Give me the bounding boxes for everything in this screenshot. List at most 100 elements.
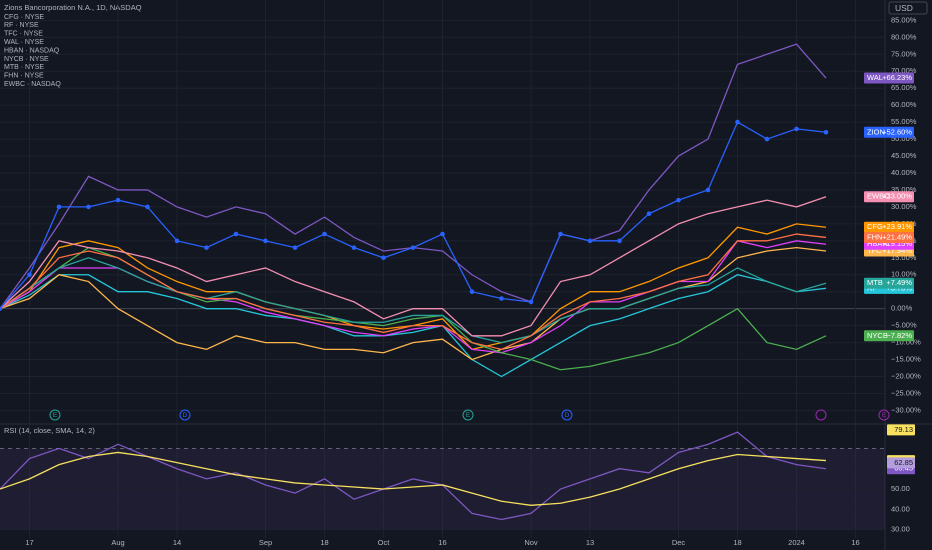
value-tag-label: 79.13	[894, 425, 913, 434]
last-value-tag	[864, 277, 914, 289]
y-tick-label: 30.00	[891, 525, 910, 534]
last-value-label: +7.49%	[886, 278, 912, 287]
event-icon	[561, 409, 573, 421]
series-point	[440, 231, 445, 237]
event-label: D	[183, 412, 188, 419]
legend-entry: HBAN · NASDAQ	[4, 47, 60, 54]
y-tick-label: −10.00%	[891, 338, 921, 347]
last-value-tag	[864, 72, 914, 84]
series-point	[0, 306, 3, 311]
series-point	[174, 238, 180, 244]
series-tag: EWBC	[867, 192, 890, 201]
x-tick-label: 16	[851, 538, 859, 547]
event-icon	[49, 409, 61, 421]
series-point	[292, 245, 298, 250]
last-value-tag	[864, 221, 914, 233]
legend-entry: FHN · NYSE	[4, 73, 44, 80]
series-line	[0, 431, 827, 521]
y-tick-label: 85.00%	[891, 15, 917, 24]
x-tick-label: Oct	[378, 538, 391, 547]
y-tick-label: −15.00%	[891, 355, 921, 364]
value-tag	[887, 457, 915, 469]
series-point	[646, 211, 652, 216]
series-tag: WAL	[867, 73, 883, 82]
y-tick-label: 10.00%	[891, 270, 917, 279]
y-tick-label: 50.00	[891, 484, 910, 493]
x-tick-label: Dec	[672, 538, 686, 547]
series-point	[469, 289, 475, 295]
series-point	[145, 204, 150, 210]
y-tick-label: −5.00%	[891, 321, 917, 330]
y-tick-label: −30.00%	[891, 405, 921, 414]
series-point	[381, 255, 386, 261]
last-value-label: +33.00%	[882, 192, 912, 201]
series-point	[764, 136, 770, 142]
last-value-label: +23.91%	[882, 222, 912, 231]
series-point	[351, 245, 357, 250]
series-point	[322, 231, 327, 237]
y-tick-label: 50.00%	[891, 134, 917, 143]
x-tick-label: 17	[25, 538, 33, 547]
series-line	[0, 257, 827, 344]
last-value-tag	[864, 126, 914, 138]
y-tick-label: 15.00%	[891, 253, 917, 262]
series-point	[558, 231, 563, 237]
series-point	[705, 187, 711, 193]
last-value-label: +66.23%	[882, 73, 912, 82]
x-tick-label: 13	[586, 538, 594, 547]
series-point	[794, 126, 799, 132]
x-tick-label: 14	[173, 538, 181, 547]
event-label: D	[565, 412, 570, 419]
series-tag: HBAN	[867, 239, 888, 248]
series-point	[676, 197, 681, 203]
event-label: E	[53, 412, 58, 419]
x-tick-label: Nov	[524, 538, 538, 547]
value-tag	[887, 424, 915, 436]
event-icon	[462, 409, 474, 421]
event-label: E	[466, 412, 471, 419]
series-point	[86, 204, 91, 210]
y-tick-label: 0.00%	[891, 304, 913, 313]
series-point	[410, 245, 416, 250]
series-line	[0, 451, 827, 506]
series-point	[587, 238, 593, 244]
series-line	[0, 233, 827, 351]
series-point	[528, 299, 534, 305]
y-tick-label: 30.00%	[891, 202, 917, 211]
series-tag: FHN	[867, 232, 882, 241]
y-tick-label: 40.00	[891, 504, 910, 513]
split-icon	[815, 409, 827, 421]
y-tick-label: 80.00%	[891, 32, 917, 41]
y-tick-label: 40.00%	[891, 168, 917, 177]
last-value-tag	[864, 330, 914, 342]
x-tick-label: Aug	[111, 538, 124, 547]
legend-entry: CFG · NYSE	[4, 14, 44, 21]
y-tick-label: 70.00%	[891, 66, 917, 75]
legend-entry: RF · NYSE	[4, 22, 39, 29]
y-tick-label: 35.00%	[891, 185, 917, 194]
legend-entry: NYCB · NYSE	[4, 56, 49, 63]
event-icon	[179, 409, 191, 421]
series-point	[823, 129, 829, 135]
last-value-tag	[864, 231, 914, 243]
legend-entry: MTB · NYSE	[4, 64, 44, 71]
last-value-label: +52.60%	[882, 127, 912, 136]
legend-entry: TFC · NYSE	[4, 31, 43, 38]
currency-box[interactable]	[888, 1, 928, 15]
y-tick-label: 55.00%	[891, 117, 917, 126]
last-value-tag	[864, 191, 914, 203]
series-tag: NYCB	[867, 331, 888, 340]
currency: USD	[895, 3, 913, 13]
series-tag: MTB	[867, 278, 883, 287]
series-line	[0, 196, 827, 337]
y-tick-label: 75.00%	[891, 49, 917, 58]
rsi-title: RSI (14, close, SMA, 14, 2)	[4, 426, 95, 435]
series-line	[0, 246, 827, 361]
y-tick-label: 45.00%	[891, 151, 917, 160]
series-point	[263, 238, 268, 244]
x-tick-label: 2024	[788, 538, 805, 547]
y-tick-label: −25.00%	[891, 388, 921, 397]
series-point	[499, 296, 504, 301]
series-point	[735, 119, 740, 125]
event-icon	[878, 409, 890, 421]
